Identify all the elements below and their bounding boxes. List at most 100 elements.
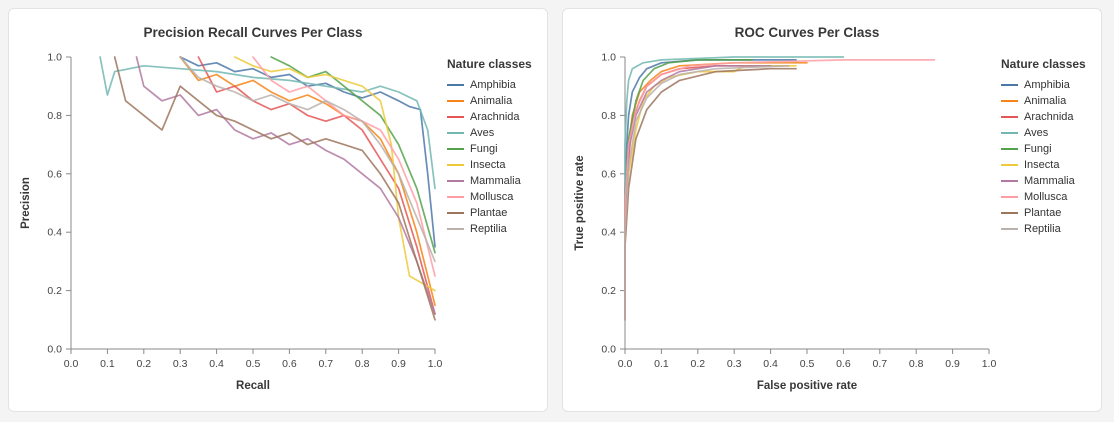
- legend-item-reptilia: Reptilia: [447, 221, 541, 237]
- x-tick-label: 0.7: [318, 358, 333, 370]
- x-tick-label: 0.4: [209, 358, 224, 370]
- legend-label: Amphibia: [1024, 79, 1070, 91]
- legend-label: Insecta: [470, 159, 506, 171]
- legend-label: Plantae: [1024, 207, 1062, 219]
- legend-item-aves: Aves: [1001, 125, 1095, 141]
- legend-swatch-reptilia: [1001, 228, 1018, 230]
- legend-title: Nature classes: [1001, 57, 1086, 71]
- pr-chart-legend: Nature classes Amphibia Animalia Arachnida A…: [447, 57, 541, 237]
- x-tick-label: 0.6: [282, 358, 297, 370]
- series-line-fungi: [270, 56, 436, 254]
- legend-swatch-fungi: [1001, 148, 1018, 150]
- chart-title: ROC Curves Per Class: [735, 25, 880, 40]
- legend-item-fungi: Fungi: [447, 141, 541, 157]
- series-line-aves: [99, 56, 436, 190]
- x-tick-label: 0.4: [763, 358, 778, 370]
- legend-label: Mammalia: [1024, 175, 1075, 187]
- x-tick-label: 0.5: [246, 358, 261, 370]
- series-line-aves: [624, 56, 845, 321]
- legend-item-plantae: Plantae: [1001, 205, 1095, 221]
- legend-item-mollusca: Mollusca: [447, 189, 541, 205]
- legend-item-fungi: Fungi: [1001, 141, 1095, 157]
- legend-label: Arachnida: [1024, 111, 1074, 123]
- legend-title: Nature classes: [447, 57, 532, 71]
- legend-item-animalia: Animalia: [1001, 93, 1095, 109]
- x-tick-label: 0.7: [872, 358, 887, 370]
- y-axis-label: Precision: [20, 177, 32, 229]
- series-line-amphibia: [624, 59, 797, 321]
- legend-item-amphibia: Amphibia: [1001, 77, 1095, 93]
- roc-chart: ROC Curves Per Class 0.0 0.1 0.2 0.3 0.4 0.5 0.…: [574, 25, 997, 392]
- series-line-animalia: [179, 56, 436, 307]
- legend-item-mammalia: Mammalia: [1001, 173, 1095, 189]
- series-line-mollusca: [252, 56, 436, 277]
- legend-swatch-reptilia: [447, 228, 464, 230]
- pr-chart-card: Precision Recall Curves Per Class 0.0 0.1 0…: [8, 8, 548, 412]
- legend-swatch-mollusca: [447, 196, 464, 198]
- y-axis-label: True positive rate: [574, 155, 586, 250]
- legend-label: Fungi: [470, 143, 498, 155]
- legend-label: Animalia: [1024, 95, 1067, 107]
- legend-swatch-animalia: [1001, 100, 1018, 102]
- legend-label: Aves: [1024, 127, 1049, 139]
- x-tick-label: 0.3: [727, 358, 742, 370]
- series-line-mammalia: [135, 56, 436, 315]
- y-tick-label: 0.2: [47, 285, 62, 297]
- y-tick-label: 1.0: [601, 52, 616, 64]
- legend-swatch-insecta: [1001, 164, 1018, 166]
- series-line-reptilia: [624, 64, 790, 321]
- roc-chart-card: ROC Curves Per Class 0.0 0.1 0.2 0.3 0.4 0.5 0.…: [562, 8, 1102, 412]
- x-tick-label: 0.8: [909, 358, 924, 370]
- y-tick-label: 0.4: [601, 227, 616, 239]
- legend-item-animalia: Animalia: [447, 93, 541, 109]
- x-axis-label: False positive rate: [757, 380, 857, 392]
- y-tick-label: 1.0: [47, 52, 62, 64]
- y-tick-label: 0.6: [601, 168, 616, 180]
- x-tick-label: 0.9: [945, 358, 960, 370]
- series-line-animalia: [624, 61, 808, 321]
- x-tick-label: 0.1: [100, 358, 115, 370]
- legend-label: Amphibia: [470, 79, 516, 91]
- roc-chart-legend: Nature classes Amphibia Animalia Arachnida A…: [1001, 57, 1095, 237]
- legend-swatch-animalia: [447, 100, 464, 102]
- legend-label: Fungi: [1024, 143, 1052, 155]
- legend-item-mammalia: Mammalia: [447, 173, 541, 189]
- legend-swatch-plantae: [447, 212, 464, 214]
- x-tick-label: 1.0: [428, 358, 443, 370]
- legend-item-mollusca: Mollusca: [1001, 189, 1095, 205]
- x-tick-label: 0.5: [800, 358, 815, 370]
- legend-swatch-mammalia: [1001, 180, 1018, 182]
- legend-label: Reptilia: [470, 223, 507, 235]
- legend-swatch-arachnida: [447, 116, 464, 118]
- chart-title: Precision Recall Curves Per Class: [143, 25, 362, 40]
- y-tick-label: 0.8: [47, 110, 62, 122]
- legend-swatch-aves: [1001, 132, 1018, 134]
- series-line-arachnida: [624, 64, 790, 321]
- legend-label: Aves: [470, 127, 495, 139]
- legend-label: Mollusca: [1024, 191, 1068, 203]
- legend-label: Mollusca: [470, 191, 514, 203]
- series-line-plantae: [113, 56, 436, 321]
- x-tick-label: 1.0: [982, 358, 997, 370]
- legend-item-reptilia: Reptilia: [1001, 221, 1095, 237]
- legend-swatch-arachnida: [1001, 116, 1018, 118]
- legend-label: Plantae: [470, 207, 508, 219]
- y-tick-label: 0.4: [47, 227, 62, 239]
- legend-swatch-plantae: [1001, 212, 1018, 214]
- legend-swatch-insecta: [447, 164, 464, 166]
- series-line-reptilia: [179, 56, 436, 263]
- legend-item-insecta: Insecta: [447, 157, 541, 173]
- series-line-arachnida: [197, 56, 436, 315]
- legend-swatch-amphibia: [1001, 84, 1018, 86]
- legend-swatch-aves: [447, 132, 464, 134]
- legend-item-arachnida: Arachnida: [447, 109, 541, 125]
- series-line-amphibia: [179, 56, 436, 248]
- x-tick-label: 0.3: [173, 358, 188, 370]
- legend-item-plantae: Plantae: [447, 205, 541, 221]
- legend-label: Animalia: [470, 95, 513, 107]
- legend-label: Reptilia: [1024, 223, 1061, 235]
- legend-label: Mammalia: [470, 175, 521, 187]
- legend-label: Insecta: [1024, 159, 1060, 171]
- legend-item-amphibia: Amphibia: [447, 77, 541, 93]
- legend-item-arachnida: Arachnida: [1001, 109, 1095, 125]
